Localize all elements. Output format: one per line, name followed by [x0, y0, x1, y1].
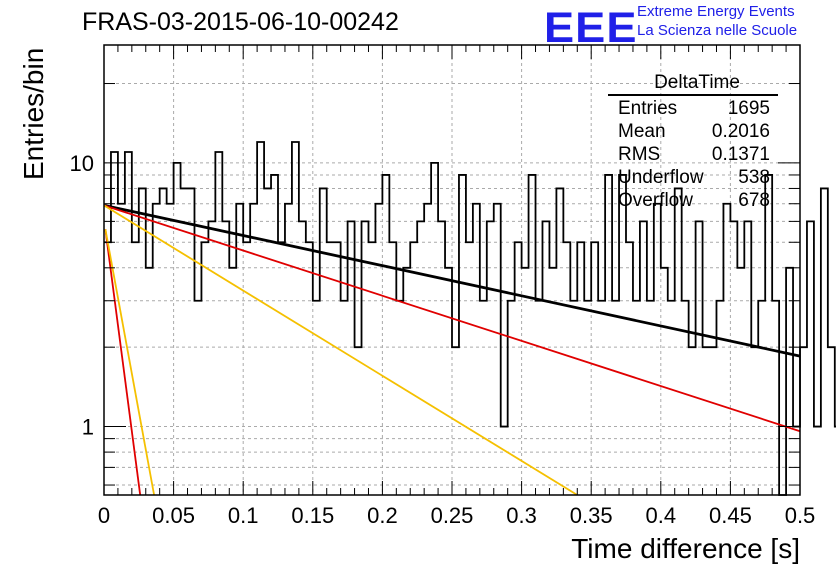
fit-line-red — [103, 204, 801, 433]
stats-label: Mean — [618, 121, 666, 142]
fit-line-yellow — [104, 229, 155, 496]
x-tick-label: 0.5 — [785, 503, 816, 528]
run-title: FRAS-03-2015-06-10-00242 — [82, 8, 399, 36]
y-axis-label: Entries/bin — [18, 47, 49, 180]
x-tick-label: 0 — [98, 503, 110, 528]
x-axis-label: Time difference [s] — [571, 533, 800, 564]
x-tick-label: 0.1 — [228, 503, 259, 528]
fit-line-red — [104, 229, 142, 496]
fit-line-yellow — [103, 204, 578, 496]
logo-subtitle-2: La Scienza nelle Scuole — [637, 22, 798, 39]
stats-row-underflow: Underflow 538 — [608, 166, 778, 189]
stats-value: 678 — [738, 190, 770, 211]
stats-label: Overflow — [618, 190, 693, 211]
axis-ticks — [103, 45, 801, 495]
x-tick-label: 0.2 — [367, 503, 398, 528]
x-tick-label: 0.4 — [646, 503, 677, 528]
stats-row-overflow: Overflow 678 — [608, 189, 778, 212]
stats-value: 0.1371 — [711, 144, 770, 165]
logo-subtitle-1: Extreme Energy Events — [637, 3, 795, 20]
fit-line-black — [103, 204, 801, 358]
x-tick-label: 0.15 — [291, 503, 334, 528]
x-tick-label: 0.35 — [570, 503, 613, 528]
fit-lines-layer — [103, 204, 801, 496]
stats-value: 538 — [738, 167, 770, 188]
stats-title: DeltaTime — [608, 71, 778, 96]
stats-row-rms: RMS 0.1371 — [608, 143, 778, 166]
y-tick-label: 1 — [82, 415, 94, 440]
eee-logo: EEE — [544, 4, 638, 52]
x-tick-label: 0.25 — [431, 503, 474, 528]
stats-value: 0.2016 — [711, 121, 770, 142]
stats-row-entries: Entries 1695 — [608, 97, 778, 120]
stats-row-mean: Mean 0.2016 — [608, 120, 778, 143]
stats-label: RMS — [618, 144, 661, 165]
x-tick-label: 0.45 — [709, 503, 752, 528]
y-tick-label: 10 — [70, 151, 94, 176]
stats-label: Entries — [618, 98, 678, 119]
histogram-layer — [104, 141, 836, 496]
x-tick-label: 0.05 — [152, 503, 195, 528]
stats-label: Underflow — [618, 167, 704, 188]
tick-labels: 0 0.05 0.1 0.15 0.2 0.25 0.3 0.35 0.4 0.45 0.5 1 10 — [70, 151, 816, 528]
histogram-steps — [104, 141, 836, 496]
x-tick-label: 0.3 — [506, 503, 537, 528]
stats-box: DeltaTime Entries 1695 Mean 0.2016 RMS 0… — [608, 71, 778, 212]
stats-value: 1695 — [727, 98, 770, 119]
